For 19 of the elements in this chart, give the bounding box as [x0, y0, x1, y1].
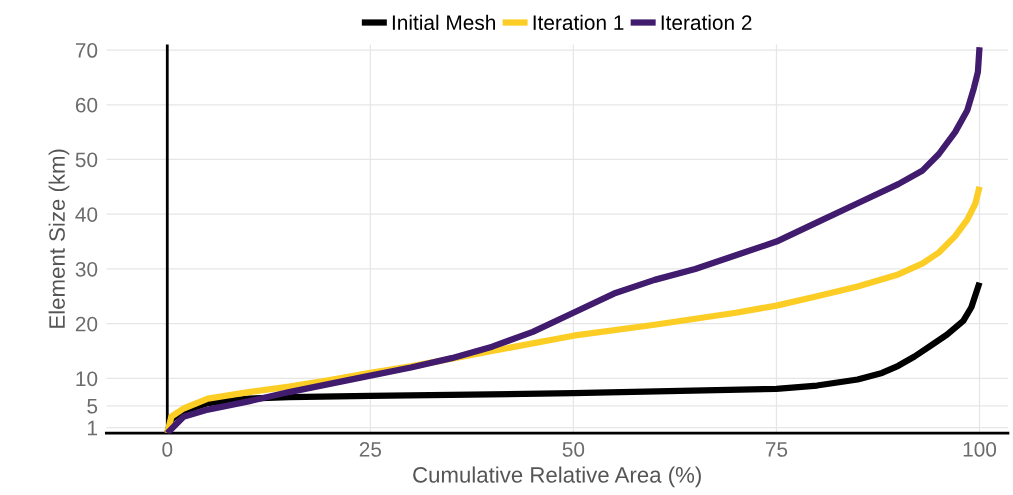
x-tick-label: 100: [963, 442, 997, 457]
y-axis-title: Element Size (km): [48, 149, 70, 328]
legend-label: Initial Mesh: [392, 14, 496, 31]
legend-label: Iteration 1: [533, 14, 624, 31]
x-tick-label: 75: [765, 442, 788, 457]
x-axis-title: Cumulative Relative Area (%): [413, 466, 701, 488]
x-tick-label: 25: [359, 442, 382, 457]
y-tick-label: 50: [75, 152, 98, 168]
y-tick-label: 5: [87, 398, 98, 414]
x-tick-label: 0: [162, 442, 173, 457]
y-tick-label: 10: [76, 371, 98, 387]
y-tick-label: 60: [75, 97, 98, 113]
y-tick-label: 70: [75, 43, 98, 58]
y-tick-label: 20: [75, 316, 98, 332]
x-tick-label: 50: [562, 442, 585, 457]
y-tick-label: 1: [88, 420, 98, 436]
y-tick-label: 40: [75, 207, 98, 222]
y-tick-label: 30: [75, 261, 98, 277]
legend-label: Iteration 2: [661, 14, 752, 31]
